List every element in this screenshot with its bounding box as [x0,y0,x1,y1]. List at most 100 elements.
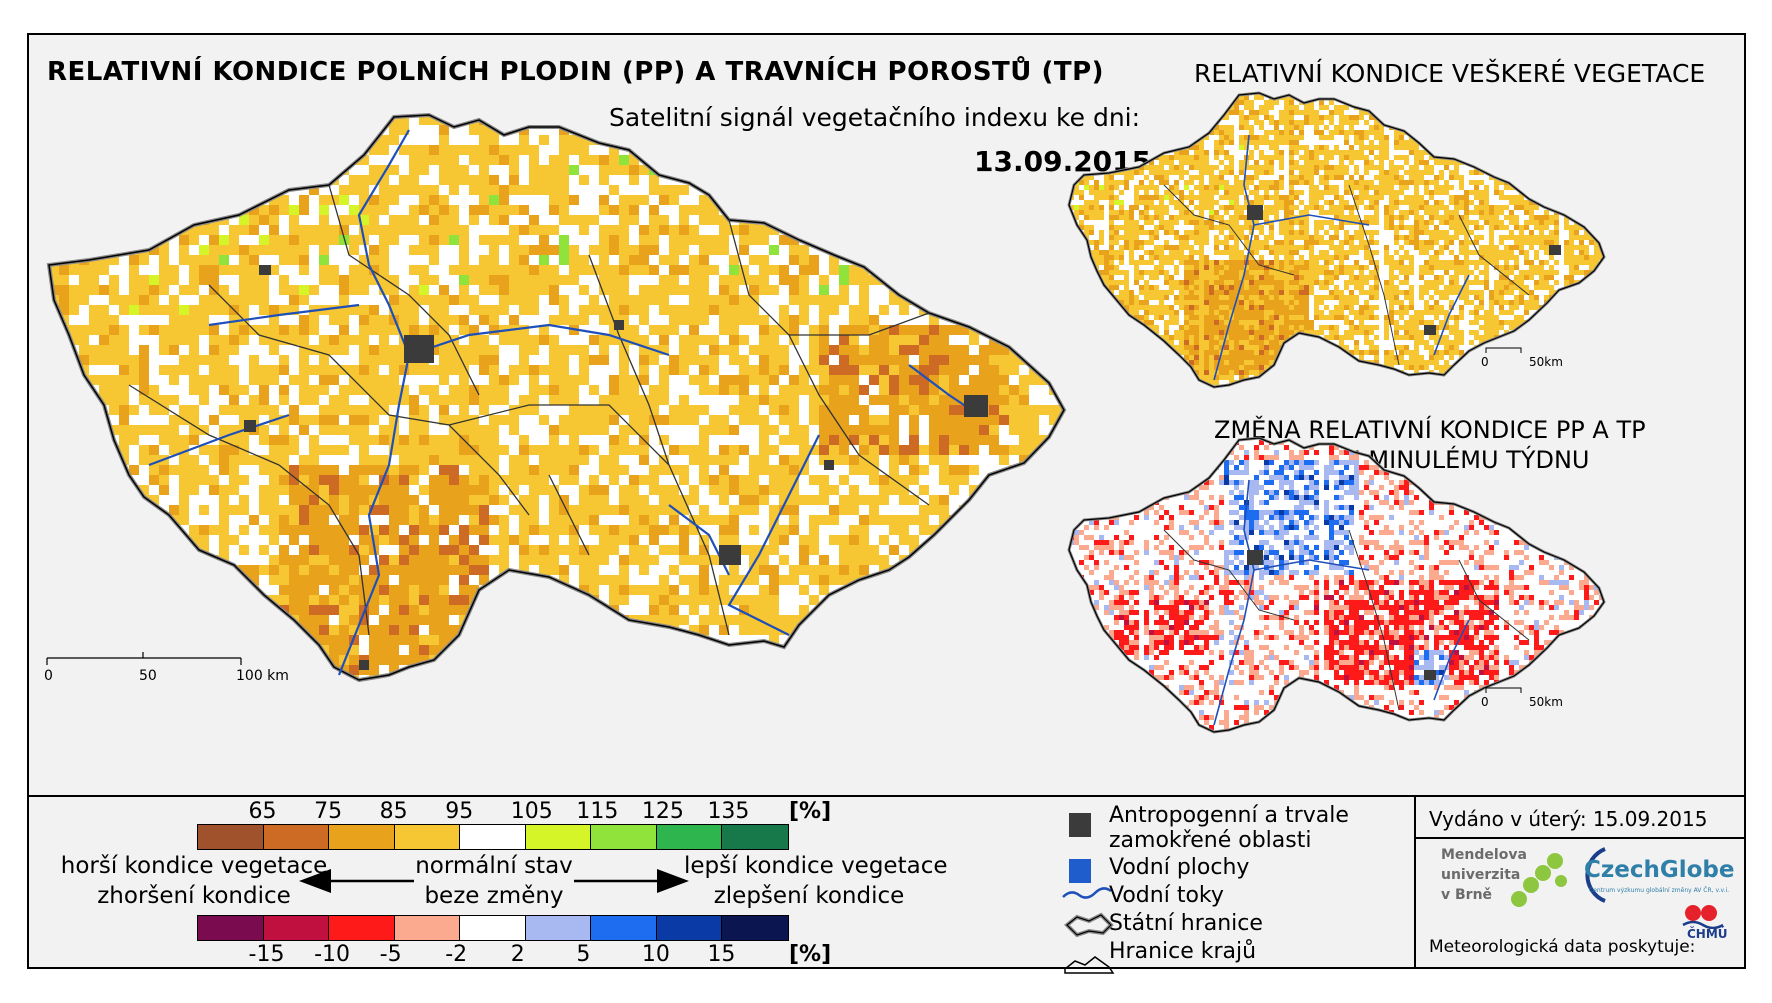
mendel-line-2: univerzita [1441,867,1521,883]
normal-desc: normální stav beze změny [414,851,574,911]
condition-tick-label: 95 [445,799,474,824]
symbol-urban-label-2: zamokřené oblasti [1109,828,1312,853]
change-colorbar [197,915,789,941]
region-border-icon [1064,956,1115,974]
condition-swatch [263,825,330,849]
main-map-svg [46,113,1066,682]
small-maps-svg [1067,91,1606,734]
urban-areas-small2 [1247,550,1436,680]
water-body-swatch [1069,859,1091,883]
all-vegetation-title: RELATIVNÍ KONDICE VEŠKERÉ VEGETACE [1194,59,1706,88]
change-tick-label: 10 [641,942,670,967]
mendel-university-logo: Mendelova univerzita v Brně [1441,845,1527,905]
change-swatch [394,916,461,940]
subtitle: Satelitní signál vegetačního indexu ke d… [609,103,1141,132]
condition-swatch [329,825,395,849]
scale-small1-0: 0 [1481,355,1489,369]
condition-swatch [460,825,526,849]
better-desc: lepší kondice vegetace zlepšení kondice [684,851,948,911]
condition-tick-label: 65 [248,799,277,824]
change-swatch [525,916,592,940]
scale-bar-small1 [1485,347,1522,353]
rivers-small1 [1213,134,1470,381]
symbol-urban-label-1: Antropogenní a trvale [1109,803,1349,828]
condition-tick-label: 75 [314,799,343,824]
symbol-water-bodies: Vodní plochy [1109,855,1250,880]
change-tick-label: -2 [445,942,468,967]
scale-main-100: 100 km [236,668,289,684]
change-swatch [722,916,788,940]
region-borders-small1 [1163,184,1530,366]
mendel-line-1: Mendelova [1441,847,1527,863]
change-swatch [329,916,395,940]
symbol-state-border: Státní hranice [1109,911,1263,936]
symbol-rivers: Vodní toky [1109,883,1224,908]
condition-tick-label: 105 [510,799,553,824]
change-unit: [%] [789,942,832,967]
condition-swatch [394,825,461,849]
worse-desc: horší kondice vegetace zhoršení kondice [59,851,329,911]
legend-area: 65 75 85 95 105 115 125 135 [%] horší kondice v… [29,797,1744,974]
change-tick-label: 15 [707,942,736,967]
condition-tick-label: 125 [641,799,684,824]
change-swatch [591,916,657,940]
scale-main-50: 50 [139,668,157,684]
worse-condition-label: horší kondice vegetace [60,853,328,879]
better-change-label: zlepšení kondice [713,883,905,909]
condition-swatch [198,825,264,849]
scale-small2-50: 50km [1529,695,1563,709]
legend-divider [29,795,1744,797]
issued-date: Vydáno v úterý: 15.09.2015 [1429,807,1708,831]
czechglobe-arc-icon [1585,847,1606,903]
mendel-dots-icon [1511,853,1567,907]
arrow-right-icon [574,869,689,893]
symbol-region-border: Hranice krajů [1109,939,1257,964]
condition-swatch [722,825,788,849]
no-change-label: beze změny [424,883,564,909]
condition-tick-label: 115 [576,799,619,824]
footer-separator [1416,837,1744,839]
urban-area-swatch [1069,813,1091,837]
urban-areas-main [244,265,988,670]
symbol-urban: Antropogenní a trvale zamokřené oblasti [1109,803,1349,853]
scale-small2-0: 0 [1481,695,1489,709]
better-condition-label: lepší kondice vegetace [684,853,948,879]
chmu-label: ČHMÚ [1687,927,1728,941]
scale-small1-50: 50km [1529,355,1563,369]
change-swatch [198,916,264,940]
condition-swatch [525,825,592,849]
change-tick-label: -15 [248,942,285,967]
change-tick-label: 2 [510,942,525,967]
scale-main-0: 0 [44,668,53,684]
region-borders-small2 [1163,529,1530,711]
legend-separator [1414,797,1416,969]
rivers-main [148,129,980,676]
rivers-small2 [1213,479,1470,726]
change-swatch [263,916,330,940]
change-tick-label: 5 [576,942,591,967]
condition-tick-label: 135 [707,799,750,824]
condition-colorbar [197,824,789,850]
czechglobe-subtitle: Centrum výzkumu globální změny AV ČR, v.… [1589,887,1730,894]
main-title: RELATIVNÍ KONDICE POLNÍCH PLODIN (PP) A … [47,57,1105,87]
change-swatch [656,916,723,940]
river-line-icon [1062,887,1112,899]
czechglobe-logo: CzechGlobe [1584,857,1735,883]
change-tick-label: -5 [379,942,402,967]
condition-swatch [656,825,723,849]
condition-unit: [%] [789,799,832,824]
scale-bar-main [46,652,242,665]
change-tick-label: -10 [314,942,351,967]
symbol-icons-svg [1062,887,1115,974]
map-area: RELATIVNÍ KONDICE POLNÍCH PLODIN (PP) A … [29,35,1744,795]
scale-bar-small2 [1485,687,1522,693]
chmu-logo-icon [1682,905,1724,929]
change-swatch [460,916,526,940]
urban-areas-small1 [1247,205,1561,335]
map-frame: RELATIVNÍ KONDICE POLNÍCH PLODIN (PP) A … [27,33,1746,974]
condition-tick-label: 85 [379,799,408,824]
meteo-data-provider: Meteorologická data poskytuje: [1429,937,1696,957]
condition-swatch [591,825,657,849]
worse-change-label: zhoršení kondice [97,883,291,909]
state-border-main [48,114,1065,681]
